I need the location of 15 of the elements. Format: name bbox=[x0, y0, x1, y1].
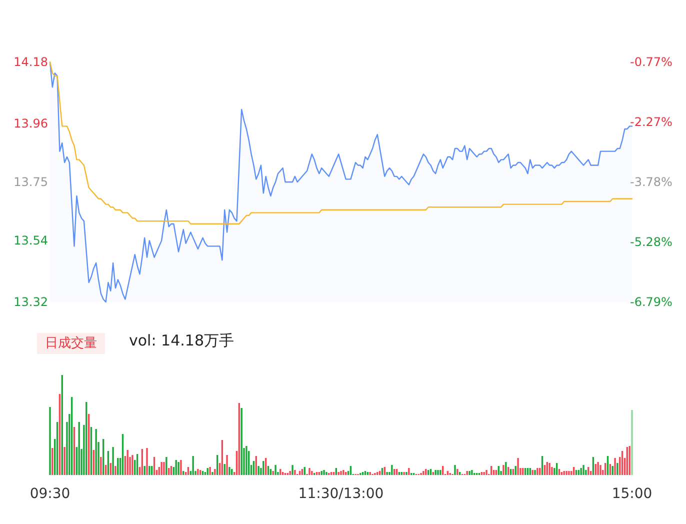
text: vol: 14.18万手 bbox=[129, 332, 234, 350]
x-tick-label: 09:30 bbox=[30, 486, 70, 502]
x-tick-label: 11:30/13:00 bbox=[298, 486, 384, 502]
y2-tick-label: -3.78% bbox=[630, 175, 672, 189]
y2-tick-label: -0.77% bbox=[630, 55, 672, 69]
y2-tick-label: -2.27% bbox=[630, 114, 672, 129]
x-tick-label: 15:00 bbox=[612, 486, 652, 502]
y2-tick-label: -6.79% bbox=[630, 295, 672, 309]
y-tick-label: 14.18 bbox=[14, 55, 48, 69]
text: 日成交量 bbox=[45, 335, 97, 351]
y-tick-label: 13.75 bbox=[14, 175, 48, 189]
y-tick-label: 13.54 bbox=[14, 234, 48, 248]
y-tick-label: 13.96 bbox=[14, 116, 48, 130]
y-tick-label: 13.32 bbox=[14, 295, 48, 309]
y2-tick-label: -5.28% bbox=[630, 234, 672, 249]
